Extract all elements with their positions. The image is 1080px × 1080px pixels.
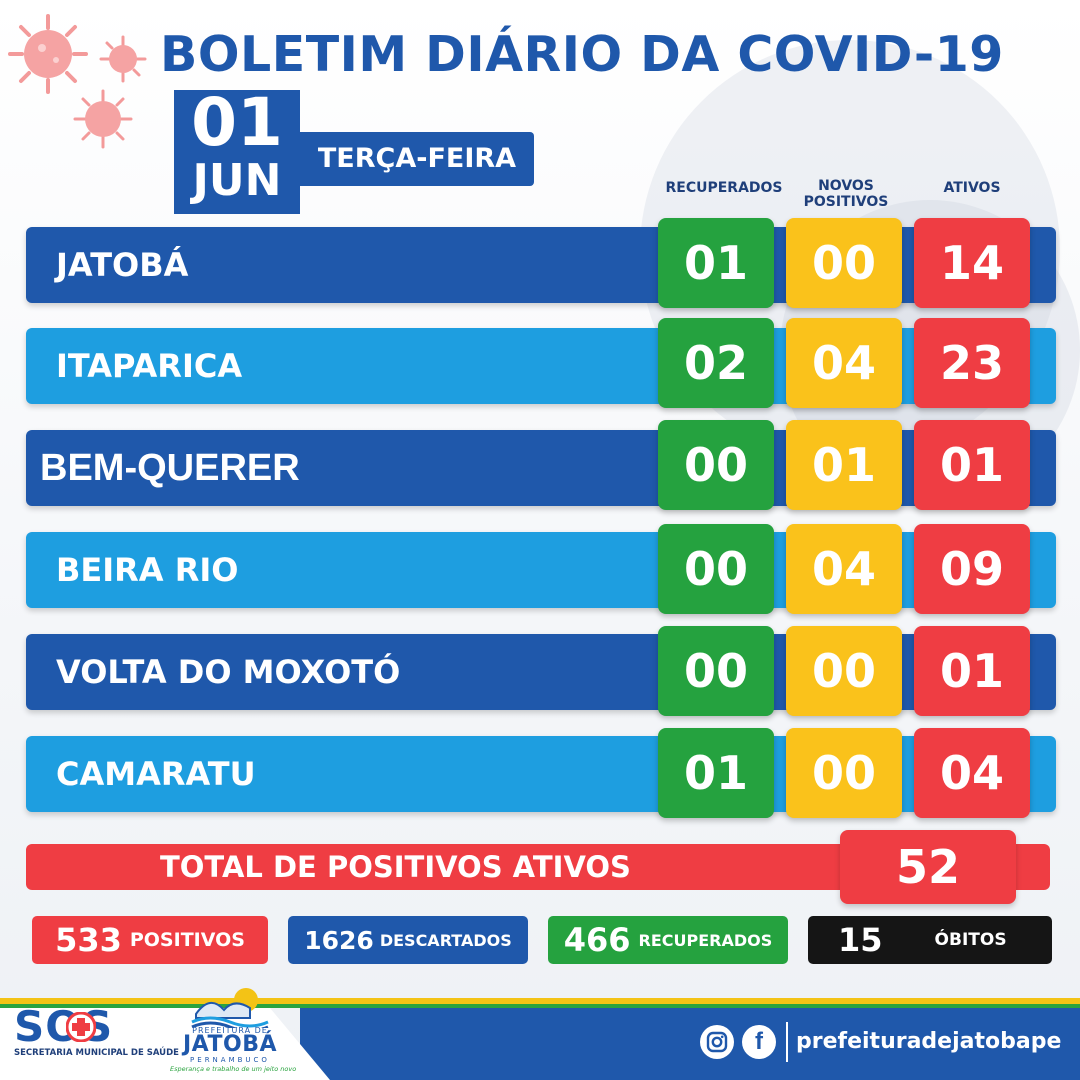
instagram-glyph-icon — [706, 1031, 728, 1053]
footer — [0, 998, 1080, 1080]
recuperados-cell: 01 — [658, 728, 774, 818]
stat-descartados-value: 1626 — [304, 925, 374, 955]
column-header-novos-positivos: NOVOS POSITIVOS — [790, 178, 902, 210]
stat-descartados-label: DESCARTADOS — [379, 930, 512, 950]
total-active-label: TOTAL DE POSITIVOS ATIVOS — [160, 850, 631, 884]
facebook-icon[interactable]: f — [742, 1025, 776, 1059]
instagram-icon[interactable] — [700, 1025, 734, 1059]
virus-icon — [99, 35, 147, 83]
stat-recuperados-label: RECUPERADOS — [638, 930, 773, 950]
stat-recuperados: 466 RECUPERADOS — [548, 916, 788, 964]
neighborhood-name: CAMARATU — [56, 755, 256, 793]
footer-separator — [786, 1022, 788, 1062]
prefeitura-de-label: PREFEITURA DE — [192, 1026, 268, 1035]
recuperados-cell: 00 — [658, 524, 774, 614]
stat-descartados: 1626 DESCARTADOS — [288, 916, 528, 964]
neighborhood-name: BEIRA RIO — [56, 551, 239, 589]
social-handle[interactable]: prefeituradejatobape — [796, 1029, 1062, 1054]
virus-icon — [8, 14, 88, 94]
column-header-novos-line2: POSITIVOS — [803, 194, 889, 210]
date-badge: 01 JUN — [174, 86, 300, 214]
neighborhood-name: JATOBÁ — [56, 246, 189, 284]
virus-icon — [73, 89, 133, 149]
sos-logo: SOS SECRETARIA MUNICIPAL DE SAÚDE — [14, 1004, 179, 1070]
column-header-novos-line1: NOVOS — [818, 178, 874, 194]
novos-positivos-cell: 04 — [786, 318, 902, 408]
prefeitura-emblem-icon — [191, 988, 269, 1028]
neighborhood-name: ITAPARICA — [56, 347, 243, 385]
sos-subtitle: SECRETARIA MUNICIPAL DE SAÚDE — [14, 1048, 179, 1058]
column-header-ativos: ATIVOS — [943, 180, 1001, 196]
novos-positivos-cell: 00 — [786, 218, 902, 308]
footer-white-panel — [0, 1008, 330, 1080]
recuperados-cell: 01 — [658, 218, 774, 308]
ativos-cell: 23 — [914, 318, 1030, 408]
date-month: JUN — [192, 155, 282, 206]
footer-stripe-yellow — [0, 998, 1080, 1004]
total-active-value: 52 — [840, 830, 1016, 904]
recuperados-cell: 00 — [658, 420, 774, 510]
novos-positivos-cell: 00 — [786, 626, 902, 716]
novos-positivos-cell: 04 — [786, 524, 902, 614]
footer-blue-band — [300, 1008, 1080, 1080]
neighborhood-name: VOLTA DO MOXOTÓ — [56, 653, 401, 691]
ativos-cell: 01 — [914, 626, 1030, 716]
ativos-cell: 09 — [914, 524, 1030, 614]
stat-positivos: 533 POSITIVOS — [32, 916, 268, 964]
stat-obitos-value: 15 — [838, 921, 883, 959]
cross-icon — [66, 1012, 96, 1042]
recuperados-cell: 00 — [658, 626, 774, 716]
prefeitura-name: JATOBÁ — [182, 1032, 277, 1057]
recuperados-cell: 02 — [658, 318, 774, 408]
page-title: BOLETIM DIÁRIO DA COVID-19 — [160, 26, 1004, 83]
stat-positivos-label: POSITIVOS — [129, 929, 245, 951]
stat-recuperados-value: 466 — [563, 921, 631, 959]
ativos-cell: 01 — [914, 420, 1030, 510]
ativos-cell: 04 — [914, 728, 1030, 818]
weekday-label: TERÇA-FEIRA — [300, 132, 534, 186]
stat-positivos-value: 533 — [55, 921, 122, 959]
footer-stripe-green — [0, 1004, 1080, 1008]
stat-obitos: 15 ÓBITOS — [808, 916, 1052, 964]
column-header-recuperados: RECUPERADOS — [665, 180, 783, 196]
date-day: 01 — [191, 84, 283, 161]
novos-positivos-cell: 01 — [786, 420, 902, 510]
prefeitura-logo: PREFEITURA DE JATOBÁ PERNAMBUCO Esperanç… — [170, 984, 297, 1074]
ativos-cell: 14 — [914, 218, 1030, 308]
prefeitura-slogan: Esperança e trabalho de um jeito novo — [170, 1065, 297, 1073]
stat-obitos-label: ÓBITOS — [934, 930, 1007, 950]
prefeitura-state: PERNAMBUCO — [190, 1056, 270, 1064]
neighborhood-name: BEM-QUERER — [40, 447, 300, 489]
novos-positivos-cell: 00 — [786, 728, 902, 818]
